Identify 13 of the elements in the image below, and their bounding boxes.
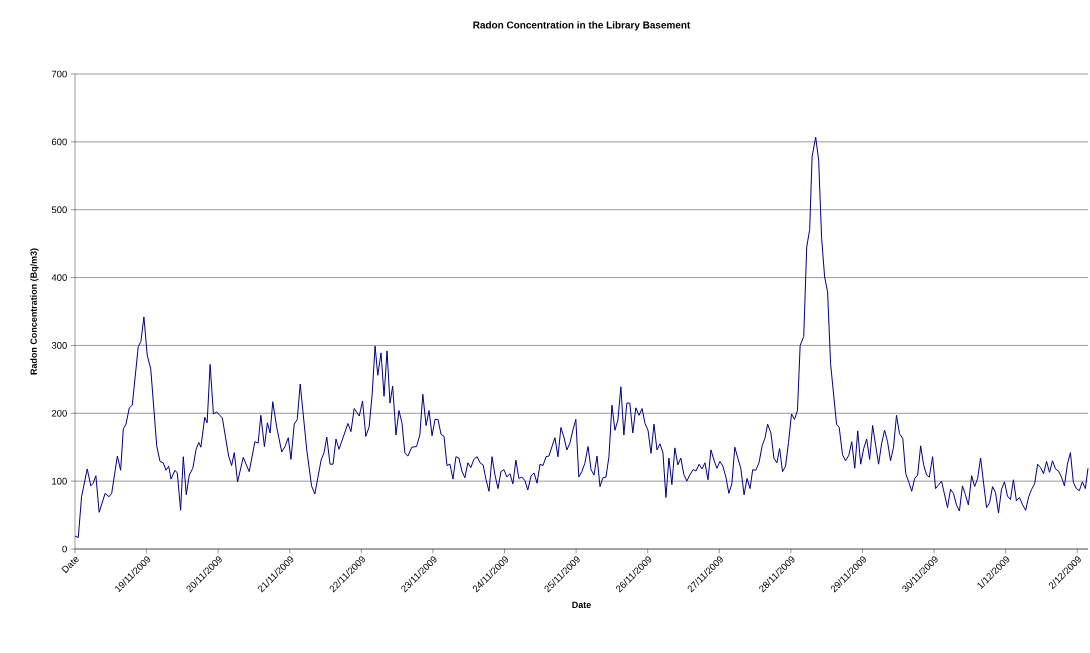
line-series bbox=[74, 136, 1089, 538]
x-tick-label: Date bbox=[61, 557, 79, 574]
chart-title: Radon Concentration in the Library Basement bbox=[473, 21, 691, 31]
y-tick-label: 200 bbox=[51, 409, 67, 417]
y-tick-label: 300 bbox=[51, 342, 67, 349]
x-axis-title: Date bbox=[572, 601, 591, 609]
y-tick-label: 700 bbox=[51, 70, 67, 78]
y-tick-label: 0 bbox=[62, 545, 67, 553]
y-tick-label: 100 bbox=[52, 477, 67, 485]
y-tick-label: 400 bbox=[51, 274, 67, 281]
y-tick-label: 500 bbox=[51, 206, 67, 214]
y-axis-title: Radon Concentration (Bq/m3) bbox=[30, 248, 39, 375]
y-tick-label: 600 bbox=[51, 138, 67, 146]
